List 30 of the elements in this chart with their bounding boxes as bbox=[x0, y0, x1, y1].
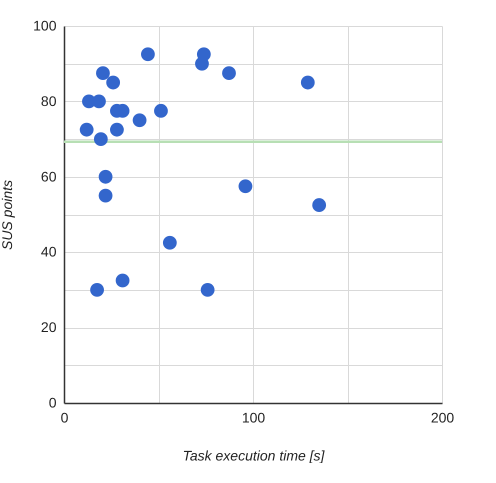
point bbox=[110, 122, 124, 137]
y-tick-label: 80 bbox=[40, 92, 57, 109]
point bbox=[98, 188, 112, 203]
point bbox=[300, 76, 315, 90]
y-tick-label: 40 bbox=[40, 244, 57, 260]
point bbox=[195, 56, 209, 71]
x-tick-label: 100 bbox=[242, 410, 266, 426]
y-axis-title: SUS points bbox=[0, 180, 16, 250]
point bbox=[94, 132, 108, 146]
y-tick-label: 60 bbox=[40, 168, 57, 184]
point bbox=[96, 66, 110, 80]
point bbox=[154, 104, 168, 118]
y-tick-label: 100 bbox=[33, 18, 57, 34]
point bbox=[162, 236, 177, 250]
point bbox=[106, 76, 120, 90]
y-tick-label: 0 bbox=[48, 394, 57, 410]
x-tick-label: 200 bbox=[430, 410, 454, 426]
point bbox=[238, 179, 252, 194]
point bbox=[312, 198, 326, 212]
point bbox=[90, 283, 104, 297]
x-tick-label: 0 bbox=[60, 410, 69, 426]
point bbox=[80, 122, 94, 137]
point bbox=[200, 283, 215, 297]
point bbox=[116, 274, 130, 288]
y-tick-label: 20 bbox=[40, 319, 57, 336]
point bbox=[98, 170, 112, 184]
point bbox=[222, 66, 236, 80]
point bbox=[132, 113, 146, 128]
point bbox=[92, 94, 106, 108]
point bbox=[141, 47, 155, 62]
